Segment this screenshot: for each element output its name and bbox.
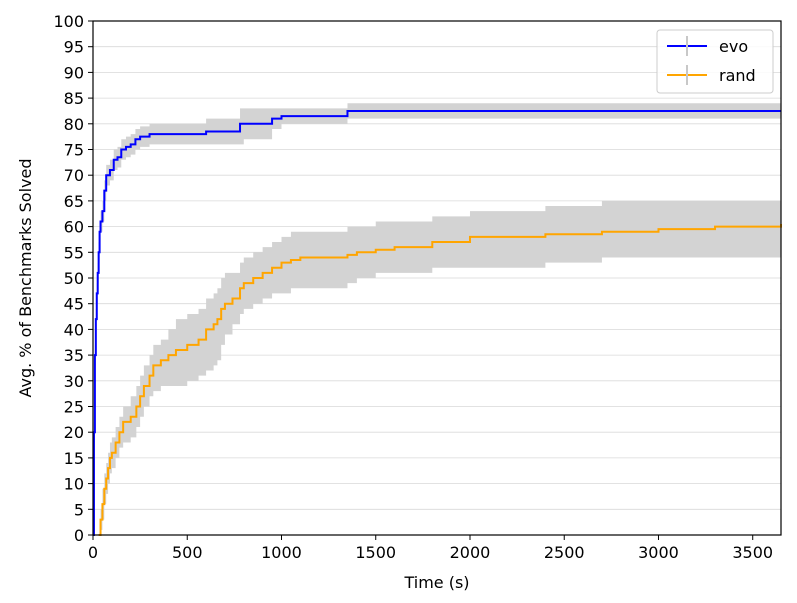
x-tick-label: 2000 xyxy=(450,543,491,562)
y-tick-label: 30 xyxy=(64,372,84,391)
x-tick-label: 1000 xyxy=(261,543,302,562)
y-tick-label: 85 xyxy=(64,89,84,108)
x-tick-label: 2500 xyxy=(544,543,585,562)
y-tick-label: 35 xyxy=(64,346,84,365)
y-tick-label: 20 xyxy=(64,423,84,442)
y-tick-label: 75 xyxy=(64,141,84,160)
y-tick-label: 90 xyxy=(64,63,84,82)
x-tick-label: 0 xyxy=(88,543,98,562)
y-axis-ticks: 0 5 10 15 20 25 30 35 40 45 50 55 60 65 70 75 80 85 90 95 10… xyxy=(53,12,93,545)
y-tick-label: 10 xyxy=(64,475,84,494)
grid xyxy=(93,20,781,536)
x-tick-label: 1500 xyxy=(355,543,396,562)
x-axis-label: Time (s) xyxy=(403,573,469,592)
y-axis-label: Avg. % of Benchmarks Solved xyxy=(16,158,35,397)
y-tick-label: 65 xyxy=(64,192,84,211)
evo-series-line xyxy=(92,109,781,536)
y-tick-label: 80 xyxy=(64,115,84,134)
legend-entry-evo: evo xyxy=(667,36,748,56)
series-lines xyxy=(92,109,782,536)
y-tick-label: 15 xyxy=(64,449,84,468)
x-tick-label: 3500 xyxy=(732,543,773,562)
y-tick-label: 55 xyxy=(64,243,84,262)
y-tick-label: 40 xyxy=(64,320,84,339)
y-tick-label: 70 xyxy=(64,166,84,185)
x-axis-ticks: 0 500 1000 1500 2000 2500 3000 3500 xyxy=(88,535,773,562)
rand-error-band xyxy=(98,195,782,535)
legend-label: evo xyxy=(719,37,748,56)
x-tick-label: 500 xyxy=(172,543,203,562)
error-bands xyxy=(93,103,782,536)
y-tick-label: 100 xyxy=(53,12,84,31)
y-tick-label: 25 xyxy=(64,398,84,417)
y-tick-label: 45 xyxy=(64,295,84,314)
legend-entry-rand: rand xyxy=(667,65,756,85)
rand-series-line xyxy=(98,224,782,536)
y-tick-label: 5 xyxy=(74,500,84,519)
y-tick-label: 95 xyxy=(64,38,84,57)
y-tick-label: 60 xyxy=(64,218,84,237)
x-tick-label: 3000 xyxy=(638,543,679,562)
legend: evo rand xyxy=(656,29,774,94)
legend-label: rand xyxy=(719,66,756,85)
y-tick-label: 50 xyxy=(64,269,84,288)
y-tick-label: 0 xyxy=(74,526,84,545)
